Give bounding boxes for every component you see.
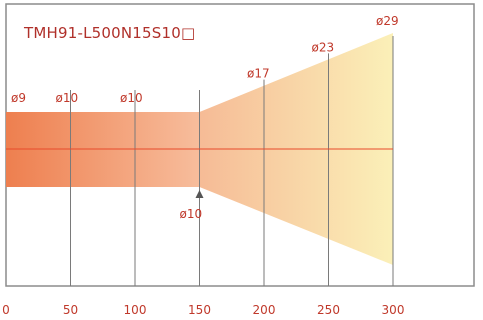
x-tick-label-200: 200 <box>253 303 276 317</box>
diameter-label-body-100: ø10 <box>120 91 143 105</box>
diameter-label-taper-250: ø23 <box>312 40 335 54</box>
x-tick-label-100: 100 <box>124 303 147 317</box>
annotation-arrow-icon <box>195 190 204 198</box>
diameter-label-taper-200: ø17 <box>247 67 270 81</box>
diagram-title: TMH91-L500N15S10□ <box>23 24 195 42</box>
diameter-label-body-0: ø9 <box>11 91 26 105</box>
x-tick-label-300: 300 <box>382 303 405 317</box>
diameter-label-bottom: ø10 <box>180 207 203 221</box>
x-tick-label-50: 50 <box>63 303 78 317</box>
diameter-label-taper-300: ø29 <box>376 14 399 28</box>
diameter-label-body-50: ø10 <box>56 91 79 105</box>
x-tick-label-250: 250 <box>317 303 340 317</box>
x-tick-label-0: 0 <box>2 303 10 317</box>
x-tick-label-150: 150 <box>188 303 211 317</box>
